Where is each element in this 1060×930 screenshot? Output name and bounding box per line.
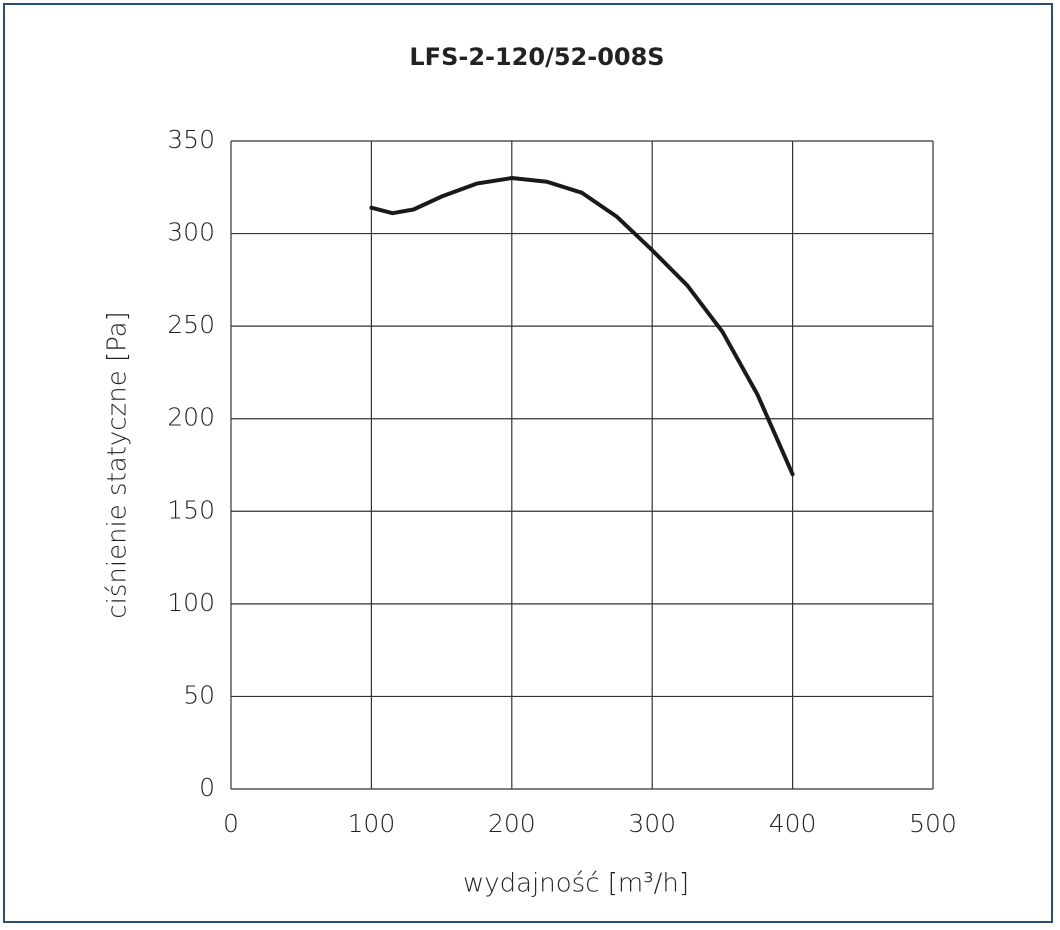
x-tick-label: 0	[223, 809, 239, 838]
y-tick-label: 250	[167, 310, 215, 339]
x-tick-label: 200	[488, 809, 536, 838]
y-tick-label: 350	[167, 125, 215, 154]
x-tick-label: 500	[909, 809, 957, 838]
chart-title: LFS-2-120/52-008S	[409, 43, 664, 71]
x-tick-label: 100	[348, 809, 396, 838]
y-tick-label: 200	[167, 403, 215, 432]
y-tick-label: 50	[183, 680, 215, 709]
x-axis-label: wydajność [m³/h]	[463, 869, 689, 899]
y-tick-label: 100	[167, 588, 215, 617]
y-tick-label: 0	[199, 773, 215, 802]
x-tick-label: 400	[769, 809, 817, 838]
frame	[3, 3, 1053, 923]
series-line	[369, 176, 795, 477]
x-tick-label: 300	[628, 809, 676, 838]
y-tick-label: 300	[167, 218, 215, 247]
y-tick-label: 150	[167, 495, 215, 524]
y-axis-label: ciśnienie statyczne [Pa]	[103, 311, 133, 618]
